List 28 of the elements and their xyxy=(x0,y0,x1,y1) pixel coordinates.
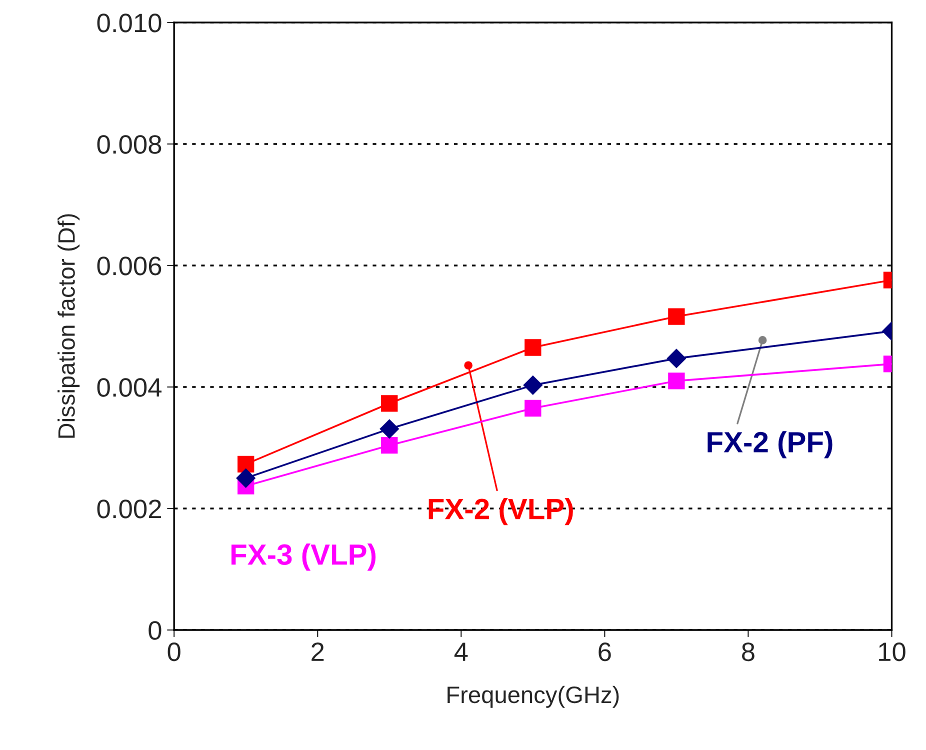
text: FX-2 (PF) xyxy=(708,431,832,458)
y-axis-title: Dissipation factor (Df) xyxy=(58,214,80,438)
y-tick-label: 0 xyxy=(148,621,162,640)
y-tick-label: 0.004 xyxy=(97,378,162,397)
series-label: FX-3 (VLP) xyxy=(231,544,376,571)
x-tick-label: 10 xyxy=(879,642,906,662)
x-axis-title: Frequency(GHz) xyxy=(448,686,619,708)
point xyxy=(381,436,398,454)
y-tick-label: 0.010 xyxy=(97,14,162,32)
x-tick-label: 8 xyxy=(742,642,754,662)
point xyxy=(668,308,685,325)
x-tick-label: 6 xyxy=(598,642,611,662)
point xyxy=(381,395,398,412)
point xyxy=(238,456,254,472)
y-tick-label: 0.008 xyxy=(97,135,162,154)
x-tick-label: 0 xyxy=(168,642,180,662)
point xyxy=(236,468,256,488)
point xyxy=(666,348,686,368)
x-tick-label: 4 xyxy=(454,642,468,661)
point xyxy=(668,372,685,390)
point xyxy=(524,400,542,417)
y-tick-label: 0.006 xyxy=(97,256,162,276)
point xyxy=(380,419,399,438)
point xyxy=(523,376,542,395)
text: FX-2 (VLP) xyxy=(428,498,573,526)
y-tick-label: 0.002 xyxy=(97,500,161,518)
x-tick-label: 2 xyxy=(312,642,324,661)
point xyxy=(524,339,542,356)
